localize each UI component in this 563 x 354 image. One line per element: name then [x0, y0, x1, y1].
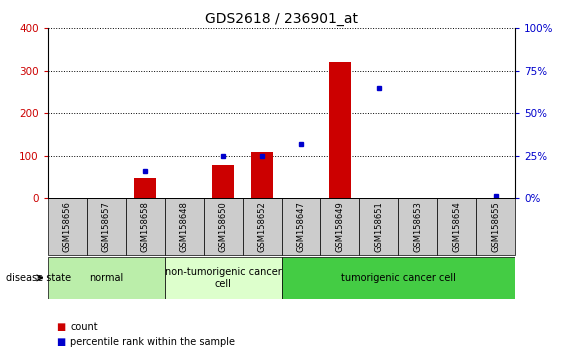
Bar — [320, 198, 359, 255]
Bar — [359, 198, 399, 255]
Text: percentile rank within the sample: percentile rank within the sample — [70, 337, 235, 347]
Title: GDS2618 / 236901_at: GDS2618 / 236901_at — [205, 12, 358, 26]
Bar — [48, 257, 165, 299]
Bar — [282, 198, 320, 255]
Bar — [329, 62, 351, 198]
Bar — [135, 178, 156, 198]
Bar — [87, 198, 126, 255]
Bar — [399, 198, 437, 255]
Bar — [282, 257, 515, 299]
Bar — [126, 198, 165, 255]
Bar — [165, 198, 204, 255]
Text: GSM158656: GSM158656 — [63, 201, 72, 252]
Bar — [437, 198, 476, 255]
Text: disease state: disease state — [6, 273, 71, 283]
Bar — [476, 198, 515, 255]
Text: GSM158655: GSM158655 — [491, 201, 500, 252]
Text: non-tumorigenic cancer
cell: non-tumorigenic cancer cell — [165, 267, 282, 289]
Text: GSM158649: GSM158649 — [336, 201, 345, 252]
Text: GSM158654: GSM158654 — [452, 201, 461, 252]
Text: GSM158651: GSM158651 — [374, 201, 383, 252]
Text: ■: ■ — [56, 337, 65, 347]
Text: GSM158652: GSM158652 — [257, 201, 266, 252]
Text: count: count — [70, 322, 98, 332]
Bar — [48, 198, 87, 255]
Text: GSM158657: GSM158657 — [102, 201, 111, 252]
Text: GSM158650: GSM158650 — [218, 201, 227, 252]
Bar — [212, 165, 234, 198]
Text: GSM158653: GSM158653 — [413, 201, 422, 252]
Text: GSM158648: GSM158648 — [180, 201, 189, 252]
Text: GSM158647: GSM158647 — [297, 201, 306, 252]
Text: ■: ■ — [56, 322, 65, 332]
Text: tumorigenic cancer cell: tumorigenic cancer cell — [341, 273, 456, 283]
Text: GSM158658: GSM158658 — [141, 201, 150, 252]
Bar — [204, 198, 243, 255]
Bar — [165, 257, 282, 299]
Bar — [251, 152, 272, 198]
Text: normal: normal — [89, 273, 123, 283]
Bar — [243, 198, 282, 255]
